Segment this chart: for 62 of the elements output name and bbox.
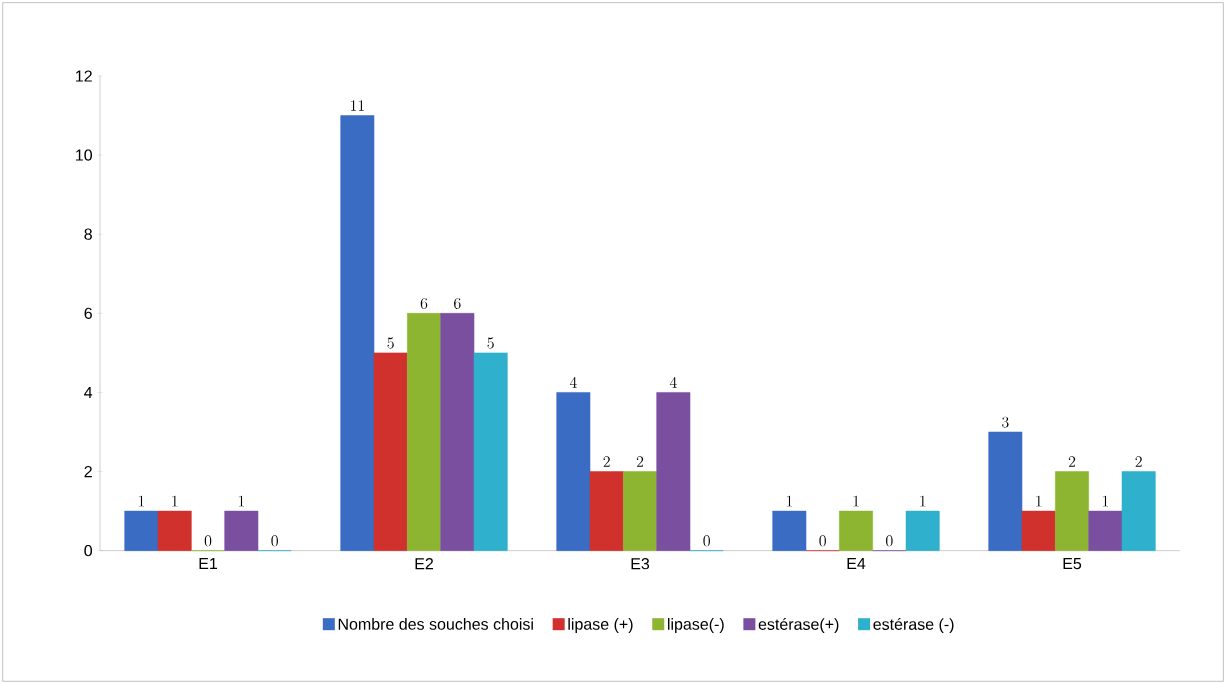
bar (473, 352, 508, 551)
data-label: 5 (487, 337, 494, 349)
y-tick-label: 10 (76, 149, 93, 161)
data-label: 6 (420, 297, 428, 309)
x-tick-label: E3 (631, 558, 650, 570)
y-tick-label: 12 (76, 70, 92, 82)
data-label: 2 (1135, 456, 1142, 467)
data-label: 2 (636, 456, 644, 467)
data-label: 1 (786, 495, 792, 507)
y-tick-label: 0 (84, 544, 93, 557)
bar (988, 431, 1023, 551)
bar (1021, 510, 1056, 551)
legend-label: lipase (+) (568, 618, 633, 633)
y-tick-label: 2 (84, 465, 92, 478)
x-tick-label: E5 (1063, 558, 1082, 570)
bar (373, 352, 408, 551)
data-label: 1 (920, 495, 926, 507)
bar (623, 471, 657, 551)
legend-label: estérase (-) (873, 617, 954, 634)
data-label: 2 (603, 456, 610, 467)
data-label: 1 (1102, 495, 1108, 507)
bar (839, 510, 873, 551)
bar (1055, 471, 1089, 551)
bar (157, 510, 192, 551)
data-label: 11 (350, 100, 364, 111)
x-tick-label: E1 (199, 558, 218, 570)
bar (556, 392, 591, 551)
bar (1088, 510, 1123, 551)
y-tick-label: 6 (84, 307, 92, 319)
data-label: 0 (703, 535, 710, 547)
data-label: 0 (819, 535, 826, 547)
bar (772, 510, 807, 551)
data-label: 4 (569, 376, 577, 388)
data-label: 1 (172, 495, 178, 507)
data-label: 5 (387, 337, 394, 349)
data-label: 4 (669, 376, 677, 388)
bar (340, 115, 375, 551)
data-label: 0 (886, 535, 893, 547)
data-label: 0 (271, 535, 278, 547)
x-tick-label: E4 (847, 558, 866, 570)
data-label: 6 (454, 297, 461, 309)
bar (440, 313, 475, 551)
x-tick-label: E2 (415, 558, 433, 570)
data-label: 1 (1036, 495, 1042, 507)
legend-label: Nombre des souches choisi (338, 618, 533, 630)
bar (407, 313, 441, 551)
bar (124, 510, 159, 551)
data-label: 3 (1002, 416, 1009, 428)
data-label: 1 (853, 495, 859, 507)
y-tick-label: 8 (84, 228, 92, 240)
data-label: 1 (138, 495, 144, 507)
y-tick-label: 4 (84, 386, 93, 398)
legend-label: lipase(-) (668, 618, 724, 633)
legend-label: estérase(+) (758, 617, 839, 634)
bar (224, 510, 259, 551)
data-label: 1 (238, 495, 244, 507)
bar (905, 510, 940, 551)
data-label: 2 (1068, 456, 1076, 467)
data-label: 0 (204, 535, 212, 547)
bar (1121, 471, 1156, 551)
bar (589, 471, 624, 551)
bar (656, 392, 691, 551)
